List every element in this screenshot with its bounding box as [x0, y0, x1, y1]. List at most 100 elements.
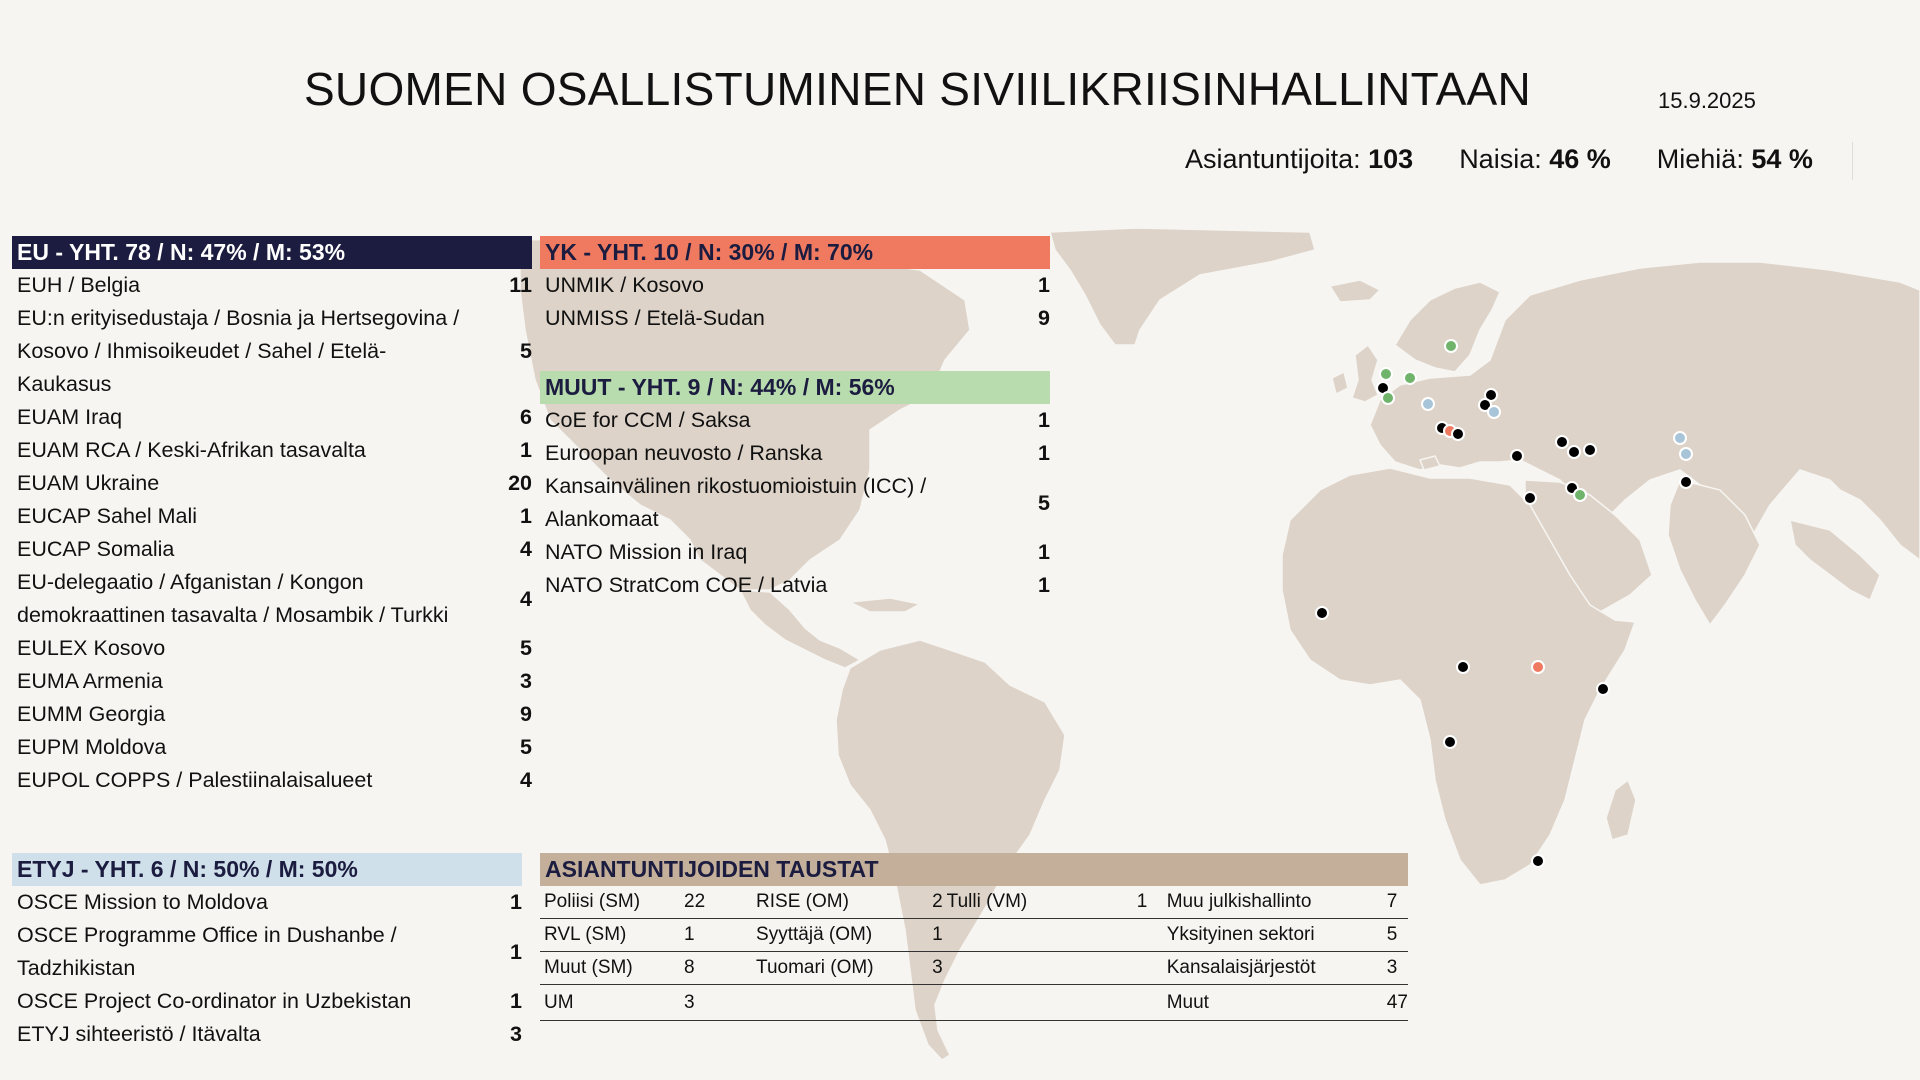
- background-label: UM: [540, 984, 681, 1021]
- mission-name: EUMM Georgia: [12, 698, 502, 731]
- dot-eu-somalia: [1596, 682, 1610, 696]
- background-label: RISE (OM): [752, 886, 929, 919]
- background-label: Tulli (VM): [942, 886, 1133, 919]
- dot-eu-rca: [1456, 660, 1470, 674]
- map-central-america: [738, 589, 862, 669]
- mission-name-line: Kansainvälinen rikostuomioistuin (ICC) /: [545, 474, 927, 498]
- mission-name: UNMIK / Kosovo: [540, 269, 1020, 302]
- mission-name-line: OSCE Programme Office in Dushanbe /: [17, 923, 397, 947]
- men-value: 54 %: [1751, 144, 1813, 174]
- expert-count: 3: [510, 1022, 522, 1046]
- mission-name: EUAM Iraq: [12, 401, 502, 434]
- mission-name: EUPM Moldova: [12, 731, 502, 764]
- experts-value: 103: [1368, 144, 1414, 174]
- dot-yk-etela-sudan: [1531, 660, 1545, 674]
- expert-count: 1: [1038, 573, 1050, 597]
- background-count: [1132, 984, 1163, 1021]
- table-row: RVL (SM) 1 Syyttäjä (OM) 1 Yksityinen sektor…: [540, 918, 1408, 952]
- mission-name-line: EUCAP Somalia: [17, 537, 175, 561]
- table-row: Poliisi (SM) 22 RISE (OM) 2 Tulli (VM) 1 Muu j…: [540, 886, 1408, 919]
- mission-name-line: NATO Mission in Iraq: [545, 540, 748, 564]
- background-count: [928, 984, 943, 1021]
- background-count: [1132, 918, 1163, 952]
- women-stat: Naisia: 46 %: [1459, 144, 1611, 175]
- eu-heading: EU - YHT. 78 / N: 47% / M: 53%: [12, 236, 532, 269]
- background-label: Muut (SM): [540, 951, 681, 985]
- background-label: Syyttäjä (OM): [752, 918, 929, 952]
- expert-count: 20: [508, 471, 532, 495]
- background-label: Tuomari (OM): [752, 951, 929, 985]
- mission-name-line: UNMIK / Kosovo: [545, 273, 704, 297]
- expert-count: 5: [520, 735, 532, 759]
- map-africa: [1281, 467, 1637, 886]
- dot-muut-ranska: [1381, 391, 1395, 405]
- background-count: 3: [928, 951, 943, 985]
- background-label: Poliisi (SM): [540, 886, 681, 919]
- expert-count: 1: [1038, 273, 1050, 297]
- mission-name: EULEX Kosovo: [12, 632, 502, 665]
- expert-count: 9: [1038, 306, 1050, 330]
- expert-count: 9: [520, 702, 532, 726]
- map-north-america: [519, 237, 971, 591]
- mission-name-line: EUCAP Sahel Mali: [17, 504, 198, 528]
- map-se-asia: [1789, 518, 1881, 602]
- background-count: 47: [1382, 984, 1408, 1021]
- background-count: 1: [680, 918, 753, 952]
- expert-count: 1: [510, 890, 522, 914]
- men-stat: Miehiä: 54 %: [1657, 144, 1813, 175]
- list-item: NATO Mission in Iraq 1: [540, 536, 1050, 569]
- table-row: Muut (SM) 8 Tuomari (OM) 3 Kansalaisjärjestö…: [540, 951, 1408, 985]
- expert-count: 6: [520, 405, 532, 429]
- mission-name-line: OSCE Project Co-ordinator in Uzbekistan: [17, 989, 412, 1013]
- map-india: [1667, 479, 1761, 627]
- expert-count: 1: [510, 989, 522, 1013]
- background-label: Kansalaisjärjestöt: [1162, 951, 1383, 985]
- report-date: 15.9.2025: [1658, 88, 1756, 113]
- list-item: EUH / Belgia 11: [12, 269, 532, 302]
- expert-count: 3: [520, 669, 532, 693]
- mission-name: EUAM Ukraine: [12, 467, 502, 500]
- list-item: Euroopan neuvosto / Ranska 1: [540, 437, 1050, 470]
- mission-name-line: EUPOL COPPS / Palestiinalaisalueet: [17, 768, 373, 792]
- mission-name-line: Kaukasus: [17, 372, 112, 396]
- dot-eu-mosambik: [1531, 854, 1545, 868]
- dot-eu-ukraine: [1484, 388, 1498, 402]
- mission-name: EUMA Armenia: [12, 665, 502, 698]
- background-count: 2: [928, 886, 943, 919]
- mission-name: EU:n erityisedustaja / Bosnia ja Hertseg…: [12, 302, 502, 401]
- yk-heading: YK - YHT. 10 / N: 30% / M: 70%: [540, 236, 1050, 269]
- expert-count: 4: [520, 768, 532, 792]
- expert-count: 1: [1038, 408, 1050, 432]
- list-item: EULEX Kosovo 5: [12, 632, 532, 665]
- mission-name-line: ETYJ sihteeristö / Itävalta: [17, 1022, 261, 1046]
- dot-muut-saksa: [1403, 371, 1417, 385]
- mission-name-line: EUMM Georgia: [17, 702, 166, 726]
- mission-name-line: OSCE Mission to Moldova: [17, 890, 268, 914]
- map-greenland: [1049, 227, 1316, 346]
- mission-name: CoE for CCM / Saksa: [540, 404, 1020, 437]
- expert-count: 11: [509, 273, 532, 297]
- mission-name-line: EUPM Moldova: [17, 735, 167, 759]
- background-label: Muut: [1162, 984, 1383, 1021]
- mission-name-line: EUAM Iraq: [17, 405, 123, 429]
- expert-count: 4: [520, 586, 532, 611]
- list-item: EU-delegaatio / Afganistan / Kongon demok…: [12, 566, 532, 632]
- list-item: UNMISS / Etelä-Sudan 9: [540, 302, 1050, 335]
- background-label: [942, 984, 1133, 1021]
- summary-stats: Asiantuntijoita: 103 Naisia: 46 % Miehiä…: [1185, 144, 1813, 175]
- mission-name-line: EUAM RCA / Keski-Afrikan tasavalta: [17, 438, 366, 462]
- dot-etyj-moldova: [1487, 405, 1501, 419]
- background-count: 8: [680, 951, 753, 985]
- mission-name: EUPOL COPPS / Palestiinalaisalueet: [12, 764, 502, 797]
- list-item: Kansainvälinen rikostuomioistuin (ICC) /…: [540, 470, 1050, 536]
- dot-eu-moldova: [1478, 398, 1492, 412]
- etyj-panel: ETYJ - YHT. 6 / N: 50% / M: 50% OSCE Mis…: [12, 853, 522, 1051]
- mission-name: NATO StratCom COE / Latvia: [540, 569, 1020, 602]
- background-count: 5: [1382, 918, 1408, 952]
- map-ireland: [1331, 370, 1349, 396]
- taustat-panel: ASIANTUNTIJOIDEN TAUSTAT Poliisi (SM) 22 R…: [540, 853, 1408, 1021]
- expert-count: 5: [520, 339, 532, 363]
- dot-etyj-tadzhikistan: [1679, 447, 1693, 461]
- list-item: EU:n erityisedustaja / Bosnia ja Hertseg…: [12, 302, 532, 401]
- background-count: 3: [1382, 951, 1408, 985]
